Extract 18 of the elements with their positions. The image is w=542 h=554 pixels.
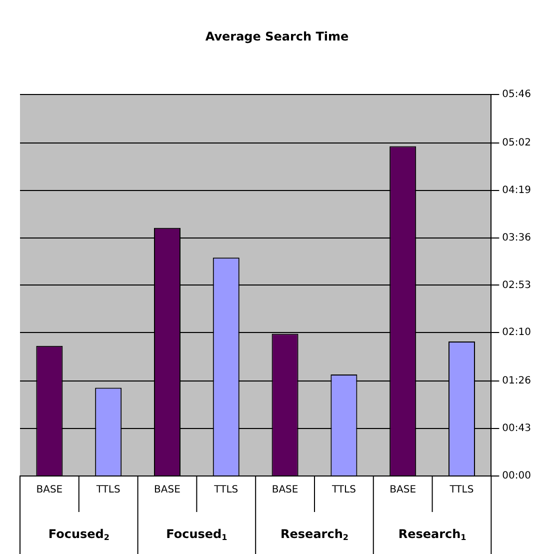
y-tick-label: 00:00	[502, 470, 532, 482]
y-tick-label: 00:43	[502, 423, 532, 434]
x-tick-label: TTLS	[330, 484, 356, 496]
x-tick-label: TTLS	[213, 484, 238, 496]
x-tick-label: BASE	[272, 484, 298, 496]
y-tick-label: 01:26	[502, 376, 532, 387]
y-tick-label: 04:19	[502, 184, 532, 196]
y-tick-label: 02:53	[502, 280, 532, 291]
x-tick-label: BASE	[154, 484, 180, 496]
y-tick-label: 05:46	[502, 88, 532, 100]
x-tick-label: BASE	[390, 484, 416, 496]
x-tick-label: BASE	[36, 484, 63, 496]
x-tick-label: TTLS	[448, 484, 474, 496]
y-tick-label: 03:36	[502, 232, 532, 244]
chart-title: Average Search Time	[205, 29, 349, 44]
y-tick-label: 02:10	[502, 327, 532, 338]
y-tick-label: 05:02	[502, 138, 532, 149]
x-tick-label: TTLS	[95, 484, 120, 496]
